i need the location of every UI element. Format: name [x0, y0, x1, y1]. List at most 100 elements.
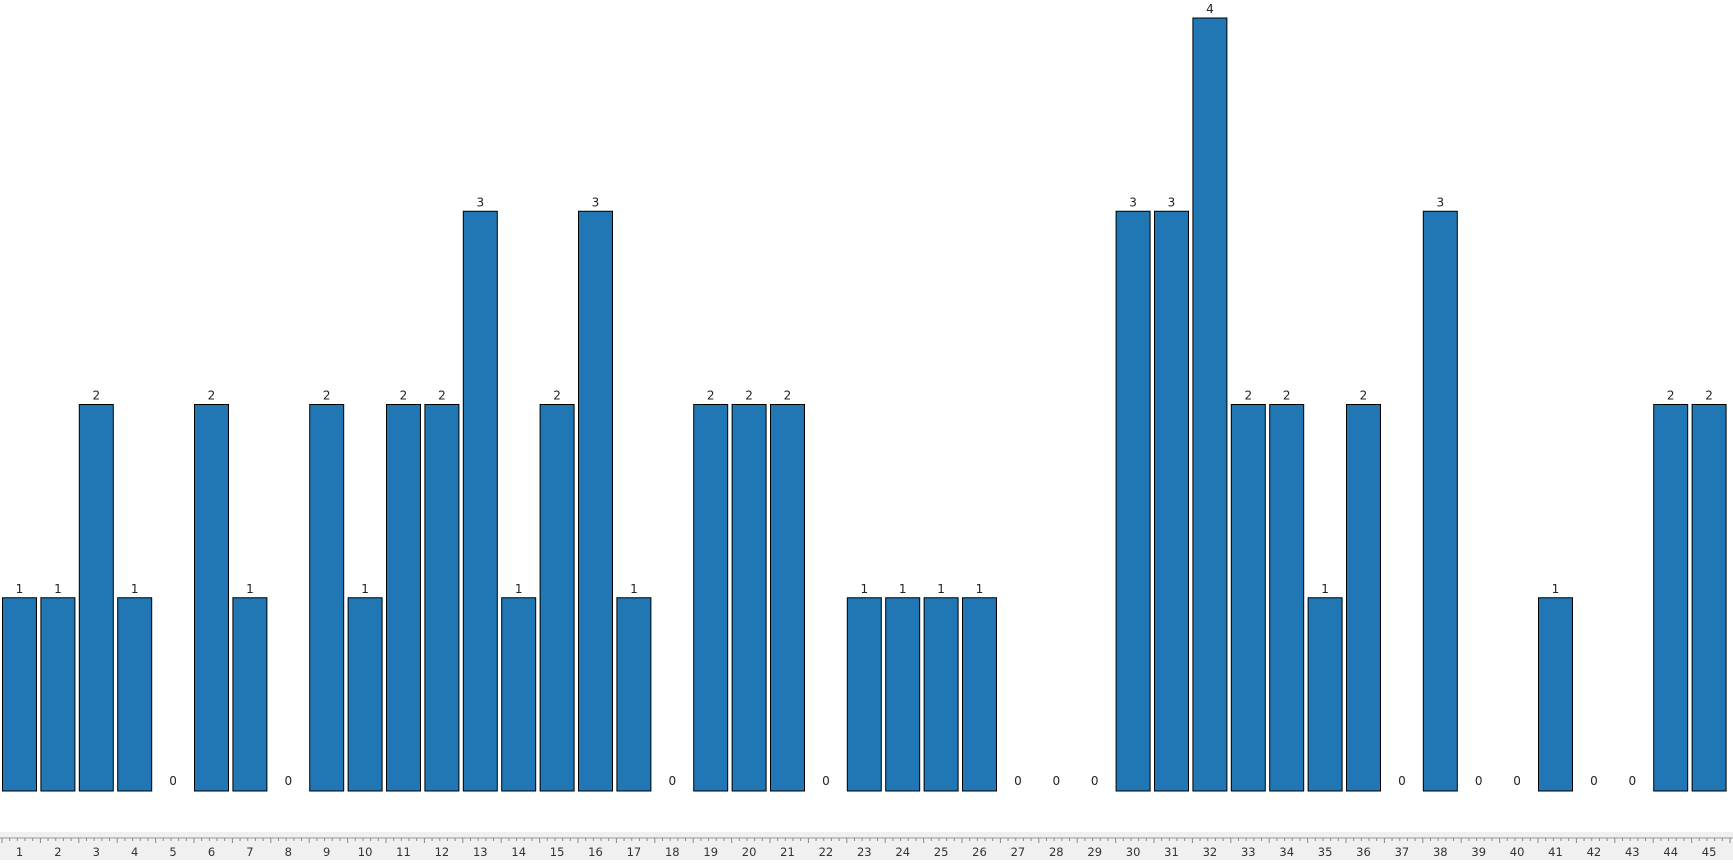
x-tick-label-42: 42	[1587, 845, 1602, 859]
x-tick-label-18: 18	[665, 845, 680, 859]
data-label-16: 3	[592, 195, 600, 209]
x-tick-label-1: 1	[16, 845, 23, 859]
bar-7	[232, 597, 268, 792]
data-label-5: 0	[169, 774, 177, 788]
x-tick-label-8: 8	[285, 845, 292, 859]
x-tick-label-15: 15	[550, 845, 565, 859]
bar-35	[1307, 597, 1343, 792]
data-label-42: 0	[1590, 774, 1598, 788]
x-tick-label-41: 41	[1548, 845, 1563, 859]
x-tick-label-34: 34	[1279, 845, 1294, 859]
bars-layer	[2, 17, 1727, 792]
data-label-37: 0	[1398, 774, 1406, 788]
bar-23	[846, 597, 882, 792]
data-label-26: 1	[976, 582, 984, 596]
data-label-31: 3	[1168, 195, 1176, 209]
x-tick-label-39: 39	[1471, 845, 1486, 859]
bar-6	[194, 404, 229, 792]
bar-26	[962, 597, 997, 792]
data-label-35: 1	[1321, 582, 1329, 596]
x-tick-label-36: 36	[1356, 845, 1371, 859]
data-label-39: 0	[1475, 774, 1483, 788]
bar-11	[386, 404, 421, 792]
data-label-13: 3	[476, 195, 484, 209]
bar-14	[501, 597, 537, 792]
data-label-18: 0	[668, 774, 676, 788]
x-tick-label-44: 44	[1663, 845, 1678, 859]
bar-38	[1422, 210, 1458, 792]
x-tick-label-12: 12	[435, 845, 450, 859]
data-labels-layer: 1 1 2 1 0 2 1 0 2 1 2 2 3 1 2 3 1 0 2 2 2 0 1 1 1 1 0 0 0 3 3 4 2 2 1 2 0 3 0 0…	[16, 2, 1713, 788]
x-tick-label-14: 14	[511, 845, 526, 859]
data-label-12: 2	[438, 389, 446, 403]
data-label-30: 3	[1129, 195, 1137, 209]
bar-32	[1192, 17, 1228, 792]
bar-34	[1269, 404, 1305, 792]
x-tick-label-29: 29	[1087, 845, 1102, 859]
data-label-1: 1	[16, 582, 24, 596]
x-tick-label-7: 7	[246, 845, 253, 859]
data-label-6: 2	[208, 389, 216, 403]
x-tick-label-43: 43	[1625, 845, 1640, 859]
x-tick-label-30: 30	[1126, 845, 1141, 859]
data-label-29: 0	[1091, 774, 1099, 788]
bar-2	[40, 597, 76, 792]
bar-15	[539, 404, 575, 792]
data-label-8: 0	[284, 774, 292, 788]
x-tick-label-10: 10	[358, 845, 373, 859]
data-label-9: 2	[323, 389, 331, 403]
x-tick-label-35: 35	[1318, 845, 1333, 859]
x-tick-label-13: 13	[473, 845, 488, 859]
bar-36	[1346, 404, 1381, 792]
bar-12	[424, 404, 460, 792]
bar-4	[117, 597, 153, 792]
data-label-28: 0	[1052, 774, 1060, 788]
x-tick-label-27: 27	[1011, 845, 1026, 859]
x-tick-label-4: 4	[131, 845, 138, 859]
x-tick-label-17: 17	[627, 845, 642, 859]
data-label-43: 0	[1628, 774, 1636, 788]
data-label-10: 1	[361, 582, 369, 596]
bar-3	[78, 404, 114, 792]
bar-13	[462, 210, 498, 792]
x-tick-label-28: 28	[1049, 845, 1064, 859]
bar-19	[693, 404, 729, 792]
x-tick-label-19: 19	[703, 845, 718, 859]
data-label-17: 1	[630, 582, 638, 596]
bar-25	[923, 597, 959, 792]
x-tick-label-45: 45	[1702, 845, 1717, 859]
x-tick-label-3: 3	[93, 845, 100, 859]
data-label-2: 1	[54, 582, 62, 596]
x-tick-label-32: 32	[1203, 845, 1218, 859]
data-label-45: 2	[1705, 389, 1713, 403]
x-tick-label-26: 26	[972, 845, 987, 859]
data-label-24: 1	[899, 582, 907, 596]
x-tick-label-20: 20	[742, 845, 757, 859]
x-tick-label-31: 31	[1164, 845, 1179, 859]
bar-10	[347, 597, 383, 792]
x-tick-label-24: 24	[895, 845, 910, 859]
x-axis: 1 2 3 4 5 6 7 8 9 10 11 12 13 14 15 16 17 18 19 20 21 22 23 24 2…	[0, 832, 1733, 860]
data-label-23: 1	[860, 582, 868, 596]
data-label-27: 0	[1014, 774, 1022, 788]
data-label-11: 2	[400, 389, 408, 403]
data-label-36: 2	[1360, 389, 1368, 403]
bar-30	[1115, 210, 1151, 792]
bar-33	[1230, 404, 1266, 792]
data-label-33: 2	[1244, 389, 1252, 403]
x-tick-label-25: 25	[934, 845, 949, 859]
bar-24	[885, 597, 921, 792]
bar-20	[731, 404, 767, 792]
x-tick-label-21: 21	[780, 845, 795, 859]
bar-17	[616, 597, 652, 792]
data-label-25: 1	[937, 582, 945, 596]
x-tick-label-23: 23	[857, 845, 872, 859]
data-label-3: 2	[92, 389, 100, 403]
bar-21	[770, 404, 805, 792]
data-label-4: 1	[131, 582, 139, 596]
x-tick-label-22: 22	[819, 845, 834, 859]
x-tick-label-9: 9	[323, 845, 330, 859]
x-tick-label-37: 37	[1395, 845, 1410, 859]
